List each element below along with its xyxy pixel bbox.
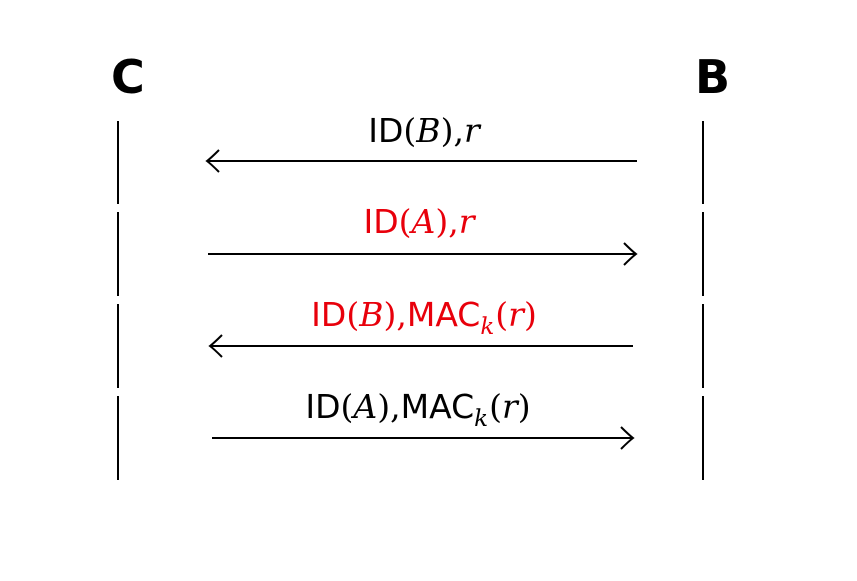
nonce: r (463, 111, 480, 150)
nonce: r (458, 202, 475, 241)
id-argument: A (353, 387, 378, 426)
nonce: r (501, 387, 518, 426)
mac-label: MAC (400, 387, 475, 426)
id-label: ID (311, 295, 347, 334)
message-label-3: ID(B),MACk(r) (311, 295, 537, 340)
arrowhead-left-icon (210, 335, 222, 357)
arrow-message-1 (207, 150, 637, 172)
message-label-2: ID(A),r (363, 202, 475, 241)
id-label: ID (363, 202, 399, 241)
nonce: r (508, 295, 524, 334)
party-label-b: B (695, 50, 731, 104)
id-label: ID (305, 387, 341, 426)
id-argument: A (411, 202, 436, 241)
message-label-4: ID(A),MACk(r) (305, 387, 531, 432)
arrowhead-right-icon (624, 243, 636, 265)
arrowhead-left-icon (207, 150, 219, 172)
arrow-message-4 (212, 427, 633, 449)
arrow-message-3 (210, 335, 633, 357)
id-argument: B (359, 295, 384, 334)
id-label: ID (368, 111, 404, 150)
party-label-c: C (111, 50, 145, 104)
arrow-message-2 (208, 243, 636, 265)
arrowhead-right-icon (621, 427, 633, 449)
id-argument: B (416, 111, 441, 150)
mac-key: k (474, 406, 489, 432)
message-label-1: ID(B),r (368, 111, 480, 150)
mac-label: MAC (406, 295, 481, 334)
mac-key: k (480, 314, 495, 340)
